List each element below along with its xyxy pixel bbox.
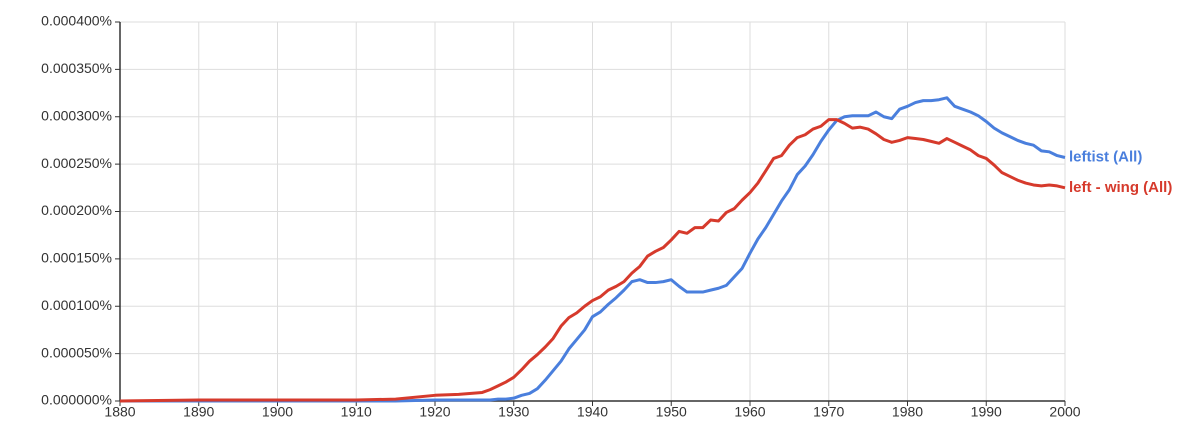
x-tick-label: 2000 [1049, 404, 1080, 420]
x-tick-label: 1920 [419, 404, 450, 420]
x-tick-label: 1950 [656, 404, 687, 420]
y-tick-label: 0.000100% [41, 297, 112, 313]
x-tick-label: 1880 [104, 404, 135, 420]
y-tick-label: 0.000300% [41, 107, 112, 123]
x-tick-label: 1980 [892, 404, 923, 420]
y-tick-label: 0.000150% [41, 250, 112, 266]
y-tick-label: 0.000400% [41, 13, 112, 29]
x-tick-label: 1970 [813, 404, 844, 420]
series-line [120, 96, 1066, 403]
y-tick-label: 0.000000% [41, 392, 112, 408]
y-tick-label: 0.000200% [41, 202, 112, 218]
x-tick-label: 1990 [971, 404, 1002, 420]
series-line [119, 118, 1066, 403]
legend-label: leftist (All) [1069, 148, 1142, 165]
legend-label: left - wing (All) [1069, 179, 1172, 196]
x-tick-label: 1890 [183, 404, 214, 420]
x-tick-label: 1910 [341, 404, 372, 420]
x-tick-label: 1960 [734, 404, 765, 420]
x-tick-label: 1900 [262, 404, 293, 420]
x-tick-label: 1940 [577, 404, 608, 420]
y-tick-label: 0.000050% [41, 344, 112, 360]
y-tick-label: 0.000350% [41, 60, 112, 76]
x-tick-label: 1930 [498, 404, 529, 420]
y-tick-label: 0.000250% [41, 155, 112, 171]
